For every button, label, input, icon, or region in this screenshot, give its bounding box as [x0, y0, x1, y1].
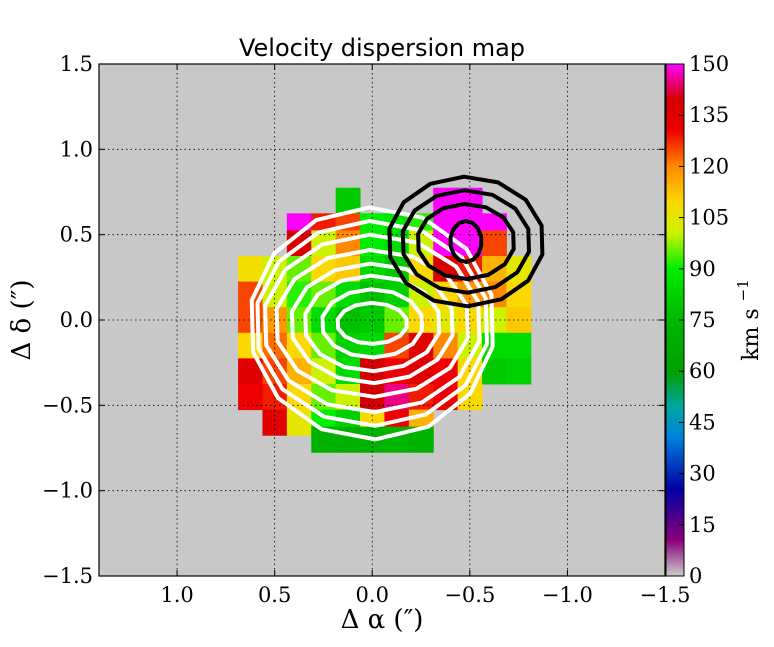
y-tick-label: −1.0 [42, 479, 93, 503]
colorbar-tick-label: 45 [689, 410, 716, 434]
svg-text:km s −1: km s −1 [734, 279, 764, 361]
chart-title: Velocity dispersion map [239, 34, 525, 62]
white-contour [335, 300, 409, 346]
colorbar-tick-label: 15 [689, 513, 716, 537]
black-contour [387, 174, 545, 309]
white-contour [263, 232, 482, 415]
y-tick-label: 0.0 [60, 308, 93, 332]
y-tick-label: 0.5 [60, 223, 93, 247]
x-tick-label: 0.0 [356, 583, 389, 607]
colorbar-tick-label: 150 [689, 52, 729, 76]
velocity-pixel [506, 358, 532, 385]
colorbar-label: km s −1 [734, 279, 764, 361]
colorbar-tick-label: 90 [689, 257, 716, 281]
colorbar-tick-label: 30 [689, 462, 716, 486]
y-tick-label: 1.0 [60, 137, 93, 161]
colorbar-tick-label: 135 [689, 103, 729, 127]
x-tick-label: 1.0 [160, 583, 193, 607]
colorbar-unit-exponent: −1 [734, 279, 752, 301]
colorbar-tick-label: 120 [689, 154, 729, 178]
white-contour [320, 287, 424, 360]
velocity-pixel [262, 409, 288, 436]
velocity-pixel [506, 332, 532, 359]
colorbar-unit: km s [739, 308, 764, 360]
x-tick-label: −1.0 [542, 583, 593, 607]
y-axis-label: Δ δ (″) [7, 280, 37, 361]
colorbar-tick-label: 0 [689, 564, 702, 588]
velocity-pixel [238, 256, 263, 283]
colorbar-tick-label: 60 [689, 359, 716, 383]
y-tick-label: 1.5 [60, 52, 93, 76]
x-tick-label: −1.5 [640, 583, 691, 607]
contour-layer [249, 174, 545, 442]
colorbar-tick-label: 105 [689, 206, 729, 230]
colorbar-tick-label: 75 [689, 308, 716, 332]
black-contour [400, 188, 531, 295]
colorbar-ticks: 0 15 30 45 60 75 90 105 120 135 150 [679, 52, 729, 588]
x-tick-label: 0.5 [258, 583, 291, 607]
black-contour [416, 202, 516, 281]
x-axis-label: Δ α (″) [341, 605, 424, 635]
y-tick-label: −0.5 [42, 393, 93, 417]
velocity-pixel [482, 230, 507, 257]
axis-ticks: 1.0 0.5 0.0 −0.5 −1.0 −1.5 1.5 1.0 0.5 0.0 −0.5 −1.… [42, 52, 691, 607]
x-tick-label: −0.5 [444, 583, 495, 607]
velocity-pixel [360, 307, 385, 334]
velocity-pixel [238, 384, 263, 411]
black-contour [448, 219, 484, 264]
y-tick-label: −1.5 [42, 564, 93, 588]
white-contour [255, 219, 489, 428]
